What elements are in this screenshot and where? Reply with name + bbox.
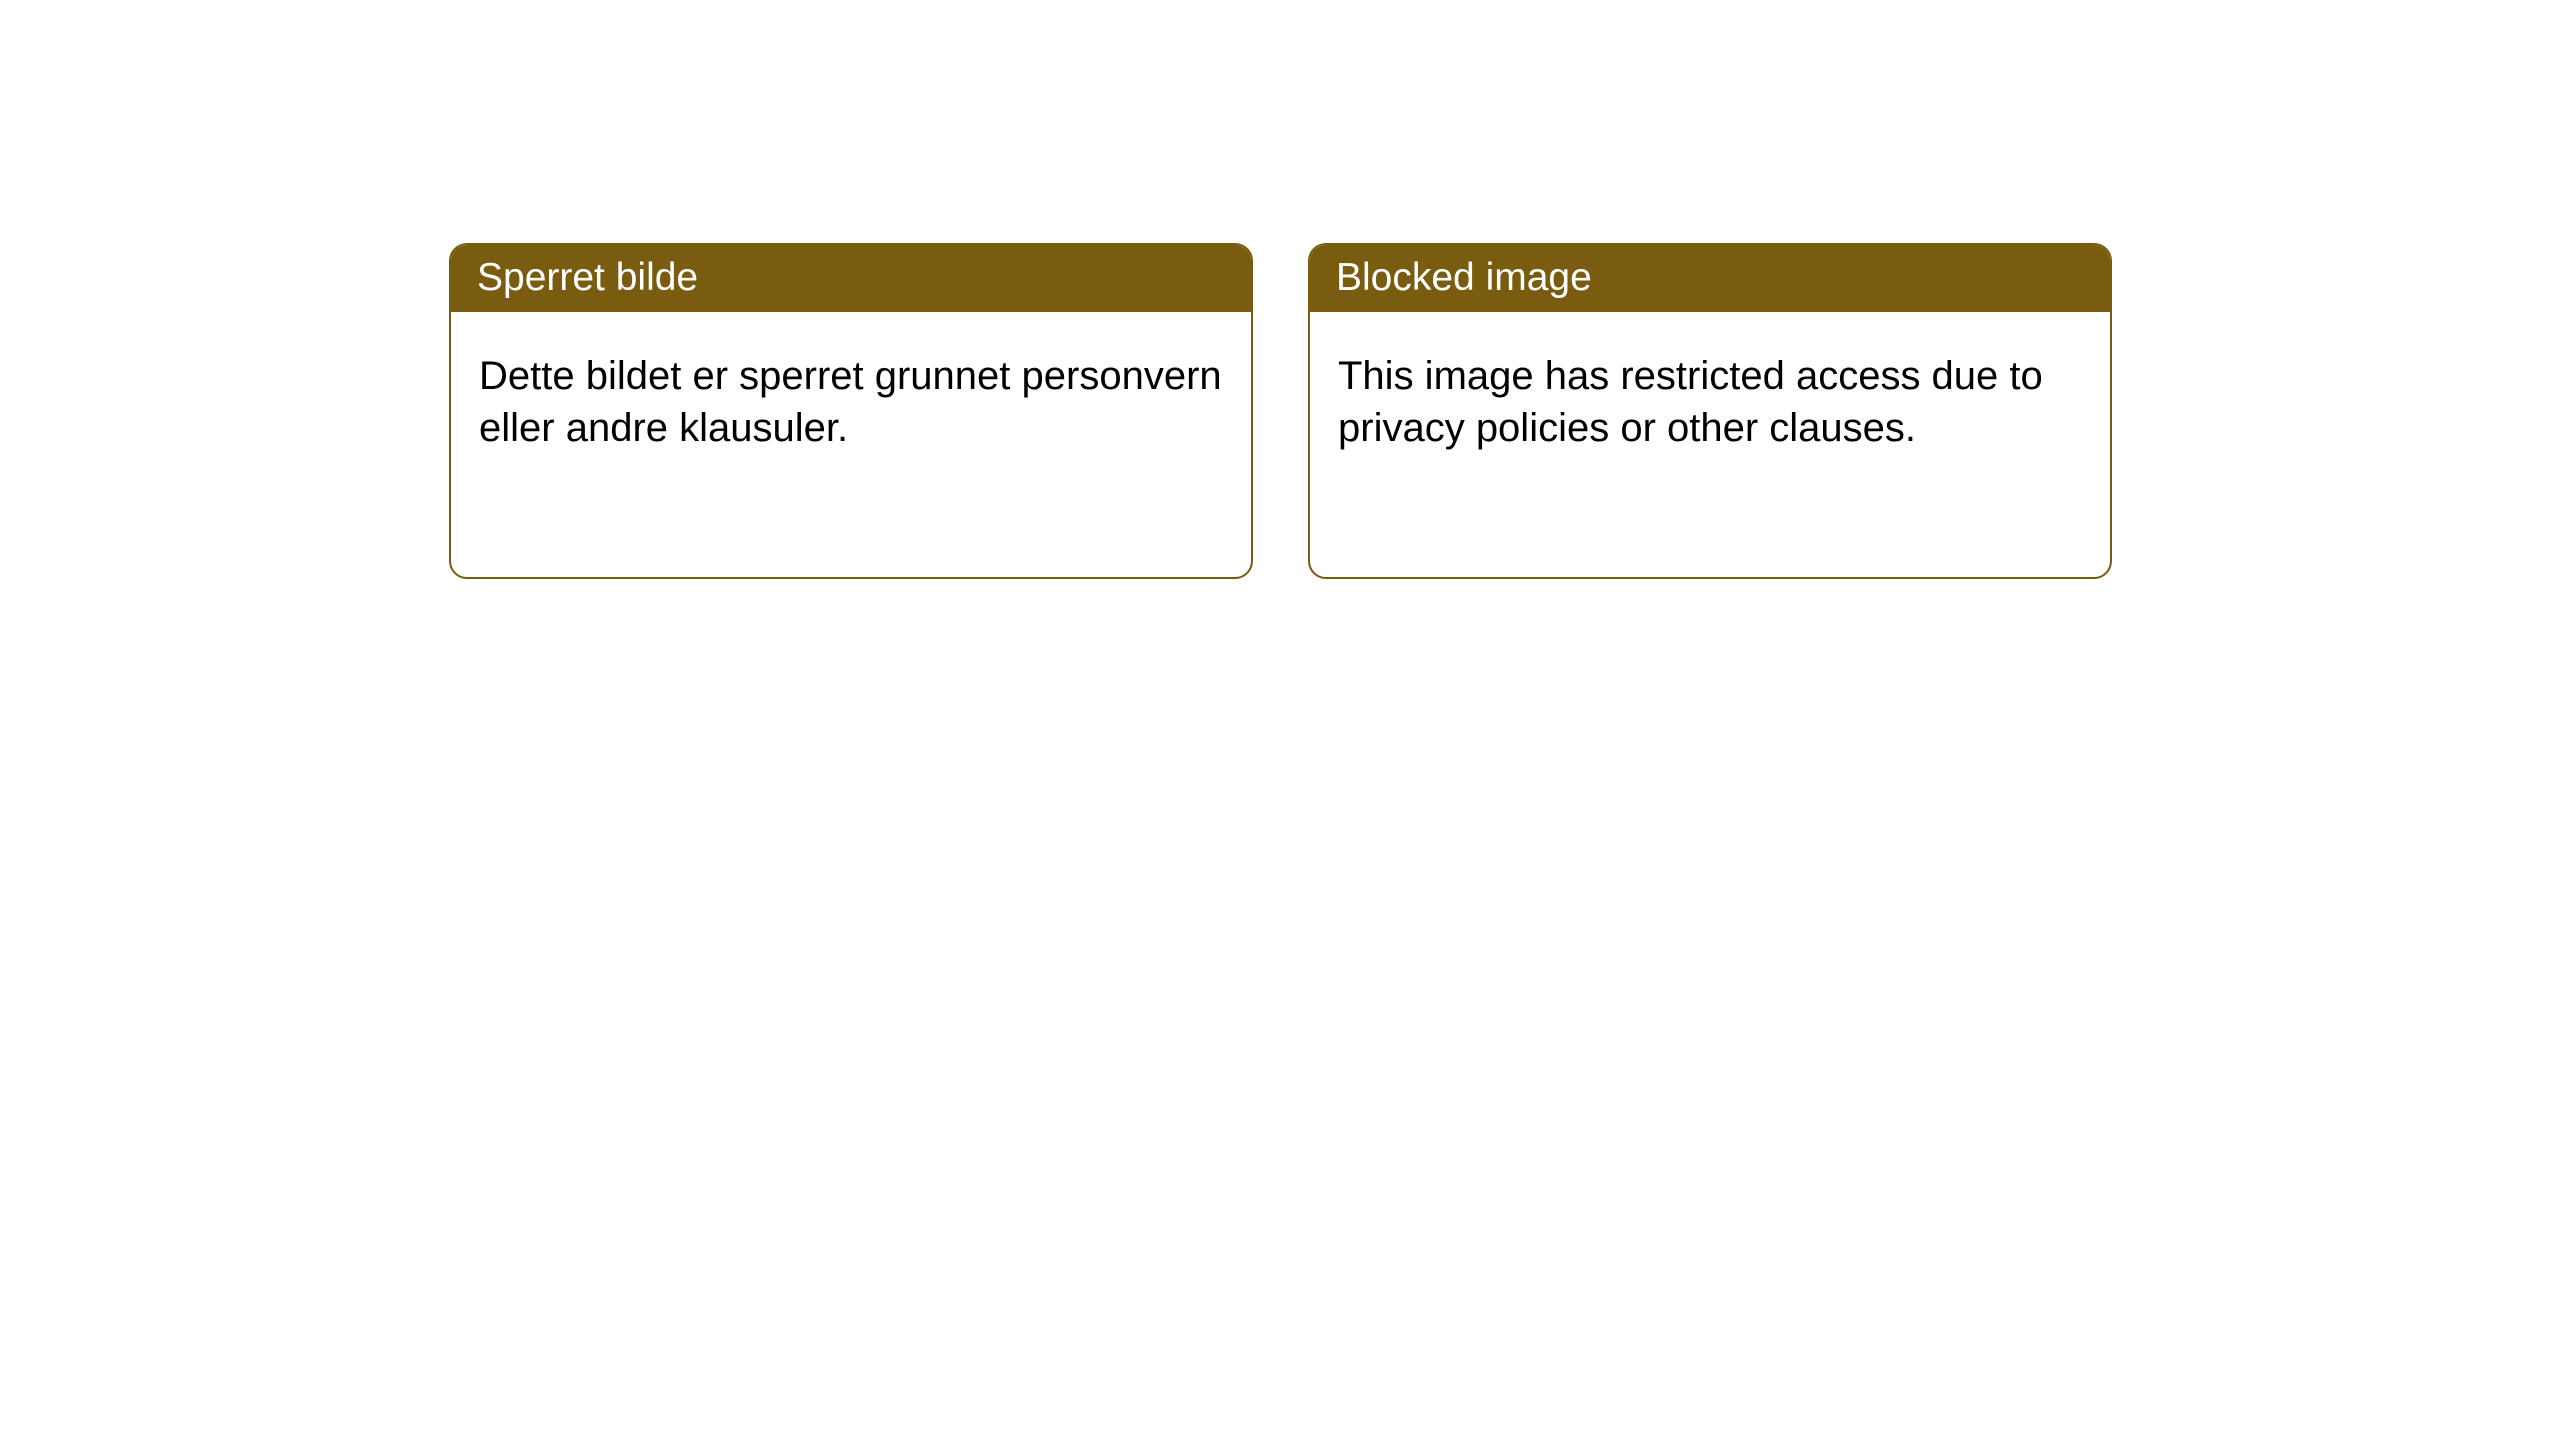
blocked-image-card-norwegian: Sperret bilde Dette bildet er sperret gr… [449,243,1253,579]
card-body-text: Dette bildet er sperret grunnet personve… [479,354,1222,450]
card-header: Blocked image [1310,245,2110,312]
card-title: Sperret bilde [477,256,698,299]
notice-container: Sperret bilde Dette bildet er sperret gr… [0,0,2560,579]
card-body-text: This image has restricted access due to … [1338,354,2043,450]
card-title: Blocked image [1336,256,1592,299]
blocked-image-card-english: Blocked image This image has restricted … [1308,243,2112,579]
card-body: This image has restricted access due to … [1310,312,2110,492]
card-header: Sperret bilde [451,245,1251,312]
card-body: Dette bildet er sperret grunnet personve… [451,312,1251,492]
